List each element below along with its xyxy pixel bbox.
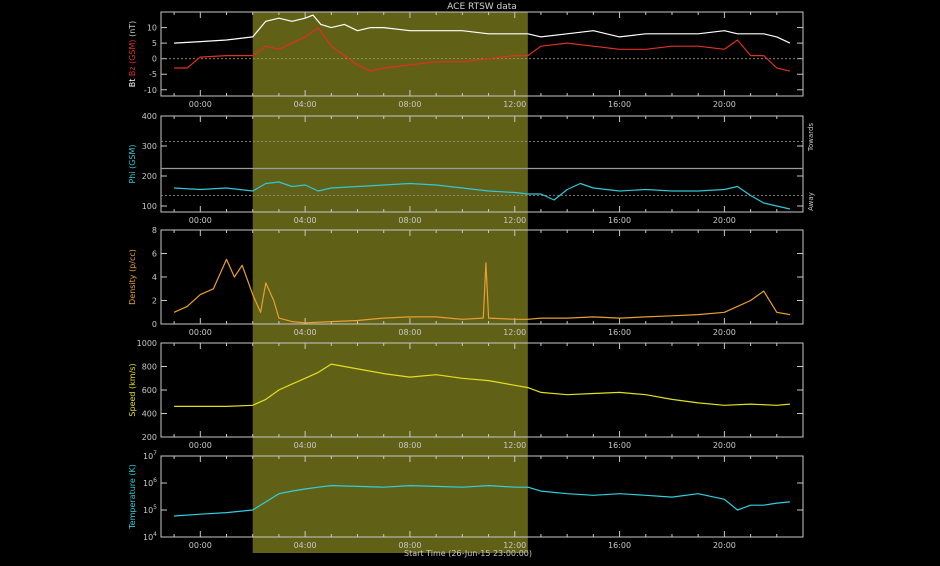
x-tick-label: 04:00 <box>294 328 317 337</box>
x-tick-label: 16:00 <box>608 328 631 337</box>
y-tick-label: 100 <box>142 202 157 211</box>
highlight-layer <box>252 12 528 553</box>
panel-phi: 00:00 04:00 08:00 12:00 16:00 20:00 400 300 200 1… <box>128 112 815 225</box>
y-tick-exponent: 6 <box>153 477 157 484</box>
panel-frame <box>160 455 804 538</box>
y-tick-label: 0 <box>152 55 157 64</box>
x-tick-label: 00:00 <box>189 441 212 450</box>
y-tick-label: 0 <box>152 320 157 329</box>
y-tick-label: 800 <box>142 363 157 372</box>
x-tick-label: 20:00 <box>713 100 736 109</box>
panel-frame <box>160 115 804 213</box>
panel-mag: 00:00 04:00 08:00 12:00 16:00 20:00 10 5 0 -5 -10 B… <box>128 11 804 109</box>
series-line-bt <box>174 14 791 44</box>
x-tick-label: 20:00 <box>713 541 736 550</box>
y-axis-label-part: Bt <box>128 79 137 88</box>
series-line-bz <box>174 27 791 72</box>
y-tick-label: 600 <box>142 386 157 395</box>
y-tick-label: -5 <box>149 70 157 79</box>
panels: 00:00 04:00 08:00 12:00 16:00 20:001050-5-10B… <box>128 11 815 550</box>
y-tick-label: 10 <box>147 24 157 33</box>
x-tick-label: 12:00 <box>503 216 526 225</box>
panel-temperature: 00:00 04:00 08:00 12:00 16:00 20:00 107 106 105 1… <box>128 450 804 550</box>
y-tick-label: 6 <box>152 250 157 259</box>
start-time-label: Start Time (26-Jun-15 23:00:00) <box>404 549 532 558</box>
x-tick-label: 04:00 <box>294 441 317 450</box>
y-axis-label-part: Bz (GSM) <box>128 39 137 78</box>
y-tick-label: 4 <box>152 273 157 282</box>
y-axis-label: Bt Bz (GSM) (nT) <box>128 21 137 88</box>
y-tick-label: 400 <box>142 112 157 121</box>
y-tick-label: 106 <box>143 477 157 488</box>
panel-density: 00:00 04:00 08:00 12:00 16:00 20:00 8 6 4 2 0 Densi… <box>128 226 804 337</box>
x-tick-label: 08:00 <box>398 328 421 337</box>
y-tick-label: 107 <box>143 450 157 461</box>
x-tick-label: 12:00 <box>503 100 526 109</box>
highlight-band <box>252 12 528 553</box>
x-tick-label: 20:00 <box>713 441 736 450</box>
y-tick-label: 1000 <box>137 339 157 348</box>
y-tick-label: 2 <box>152 297 157 306</box>
series-line-phi <box>174 181 791 210</box>
y-tick-label: 400 <box>142 410 157 419</box>
y-tick-label: 8 <box>152 226 157 235</box>
x-tick-label: 16:00 <box>608 541 631 550</box>
x-tick-label: 16:00 <box>608 216 631 225</box>
x-tick-label: 04:00 <box>294 100 317 109</box>
y-tick-exponent: 7 <box>153 450 157 457</box>
side-label-towards: Towards <box>807 123 815 153</box>
x-tick-label: 04:00 <box>294 216 317 225</box>
y-tick-label: -10 <box>144 86 157 95</box>
panel-frame <box>160 11 804 97</box>
x-tick-label: 00:00 <box>189 100 212 109</box>
y-tick-label: 200 <box>142 433 157 442</box>
y-tick-label: 200 <box>142 172 157 181</box>
x-tick-label: 20:00 <box>713 216 736 225</box>
series-line-density <box>173 258 791 324</box>
x-tick-label: 20:00 <box>713 328 736 337</box>
x-tick-label: 04:00 <box>294 541 317 550</box>
x-tick-label: 08:00 <box>398 541 421 550</box>
series-line-speed <box>174 363 790 407</box>
x-tick-label: 08:00 <box>398 216 421 225</box>
x-tick-label: 00:00 <box>189 328 212 337</box>
y-tick-label: 300 <box>142 142 157 151</box>
x-tick-label: 00:00 <box>189 216 212 225</box>
x-tick-label: 08:00 <box>398 441 421 450</box>
series-line-temperature <box>174 485 790 517</box>
y-axis-label: Temperature (K) <box>128 464 137 530</box>
y-axis-label: Density (p/cc) <box>128 249 137 305</box>
side-label-away: Away <box>807 192 815 211</box>
y-tick-exponent: 5 <box>153 504 157 511</box>
x-tick-label: 00:00 <box>189 541 212 550</box>
x-tick-label: 12:00 <box>503 441 526 450</box>
y-tick-label: 5 <box>152 39 157 48</box>
y-tick-exponent: 4 <box>153 531 157 538</box>
x-tick-label: 08:00 <box>398 100 421 109</box>
x-tick-label: 16:00 <box>608 441 631 450</box>
y-axis-label: Phi (GSM) <box>128 144 137 183</box>
y-axis-label: Speed (km/s) <box>128 363 137 416</box>
chart-title: ACE RTSW data <box>447 2 517 12</box>
panel-speed: 00:00 04:00 08:00 12:00 16:00 20:00 1000 800 600… <box>128 339 804 450</box>
y-tick-label: 104 <box>143 531 157 542</box>
y-axis-label-part: (nT) <box>128 21 137 40</box>
x-tick-label: 12:00 <box>503 541 526 550</box>
y-tick-label: 105 <box>143 504 157 515</box>
x-tick-label: 16:00 <box>608 100 631 109</box>
x-tick-label: 12:00 <box>503 328 526 337</box>
